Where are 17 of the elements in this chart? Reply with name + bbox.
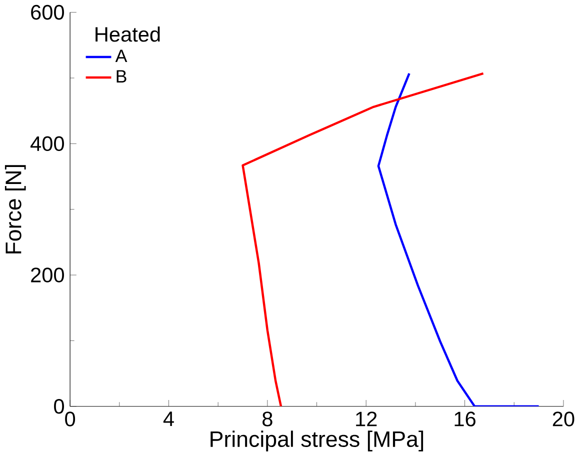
y-axis-title: Force [N] [4, 164, 26, 254]
y-tick-label: 200 [31, 267, 64, 282]
x-tick-label: 4 [163, 411, 174, 426]
legend-title: Heated [96, 26, 160, 42]
x-tick-label: 20 [552, 411, 574, 426]
line-series [242, 72, 484, 406]
x-tick-label: 8 [262, 411, 272, 426]
y-tick-label: 600 [31, 4, 64, 20]
legend-label: B [116, 70, 126, 82]
x-tick-label: 16 [454, 411, 476, 426]
y-tick-label: 0 [54, 398, 64, 414]
x-axis-title: Principal stress [MPa] [210, 430, 424, 452]
legend-label: A [115, 50, 128, 62]
line-series [377, 72, 540, 406]
x-tick-label: 12 [356, 411, 377, 426]
x-tick-label: 0 [65, 411, 76, 426]
y-tick-label: 400 [30, 136, 64, 151]
